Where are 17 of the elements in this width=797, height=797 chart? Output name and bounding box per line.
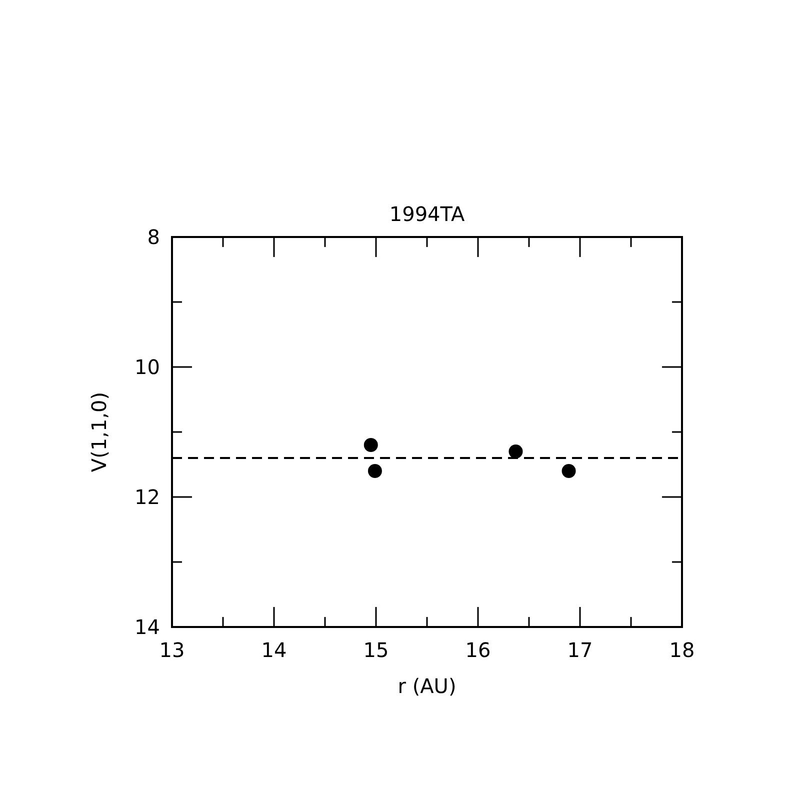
x-tick-label: 14 bbox=[261, 638, 287, 662]
x-tick-label: 18 bbox=[669, 638, 695, 662]
y-axis-title: V(1,1,0) bbox=[87, 392, 111, 472]
y-tick-label: 10 bbox=[134, 355, 160, 379]
point bbox=[364, 438, 378, 452]
x-tick-label: 16 bbox=[465, 638, 491, 662]
x-tick-label: 15 bbox=[363, 638, 389, 662]
y-tick-label: 8 bbox=[147, 225, 160, 249]
point bbox=[368, 464, 382, 478]
x-tick-label: 13 bbox=[159, 638, 185, 662]
chart-title: 1994TA bbox=[389, 202, 465, 226]
x-axis-title: r (AU) bbox=[398, 674, 456, 698]
x-tick-label: 17 bbox=[567, 638, 593, 662]
y-tick-label: 12 bbox=[134, 485, 160, 509]
y-tick-label: 14 bbox=[134, 615, 160, 639]
point bbox=[508, 444, 523, 458]
point bbox=[562, 464, 576, 478]
